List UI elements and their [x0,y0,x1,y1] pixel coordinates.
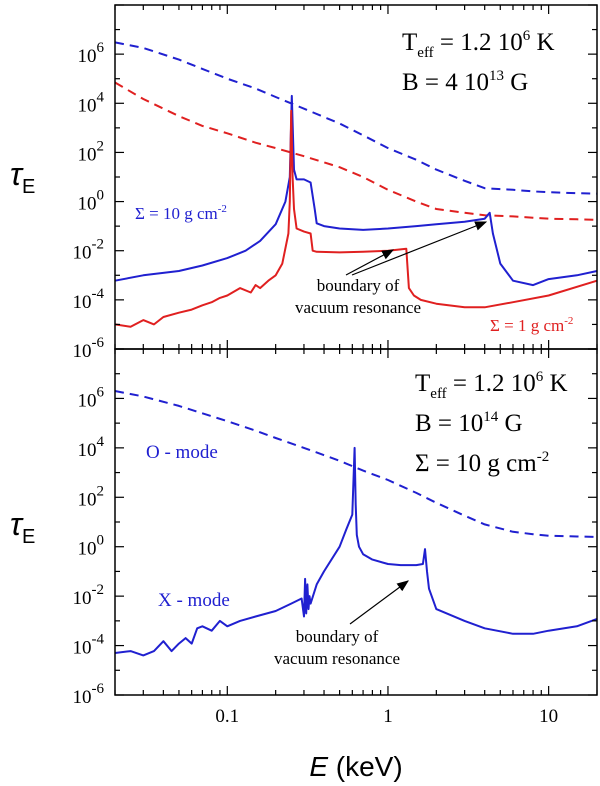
bottom-boundary-arrow [349,580,409,625]
top-series-group [114,41,598,328]
bottom-y-axis-title: τE [10,506,35,548]
top-y-axis-title: τE [10,156,35,198]
bottom-y-tick-label: 10-2 [73,582,105,609]
top-panel: 10-6 10-4 10-2 100 102 104 106 Teff = 1.2 106 … [73,4,598,362]
top-y-tick-label: 10-4 [73,286,105,313]
bottom-y-tick-label: 106 [78,384,105,411]
top-sigma1-main: Σ = 1 g cm [490,316,564,335]
top-teff-unit: K [530,29,554,56]
x-tick-label: 10 [539,706,558,727]
top-sigma10-label: Σ = 10 g cm-2 [135,203,227,223]
bottom-series-group [114,390,598,657]
bottom-sigma-label: Σ = 10 g cm-2 [415,449,549,477]
bottom-plot-frame [114,348,598,696]
top-teff-prefix: T [402,29,417,56]
top-y-tick-label: 10-6 [73,335,105,362]
top-sigma1-exp: -2 [564,315,573,327]
x-axis-space [328,751,336,782]
top-b-unit: G [504,69,528,96]
top-teff-value: = 1.2 10 [434,29,523,56]
bottom-y-tick-label: 100 [78,533,105,560]
bottom-teff-label: Teff = 1.2 106 K [415,369,568,402]
top-b-exp: 13 [489,68,504,84]
top-boundary-arrow-1 [345,249,395,276]
top-b-value: B = 4 10 [402,69,489,96]
bottom-panel: 10-6 10-4 10-2 100 102 104 106 0.1 1 10 Teff = 1.… [73,348,598,727]
top-y-axis-sub: E [22,176,35,198]
bottom-y-tick-label: 10-6 [73,681,105,708]
top-series-2 [114,94,598,287]
top-sigma10-main: Σ = 10 g cm [135,204,218,223]
top-series-1 [114,81,598,221]
bottom-series-1 [114,446,598,657]
top-sigma10-exp: -2 [218,203,227,215]
bottom-y-tick-label: 104 [78,434,105,461]
top-series-0 [114,41,598,195]
x-axis-unit: (keV) [336,751,403,782]
top-y-tick-label: 102 [78,138,105,165]
top-teff-label: Teff = 1.2 106 K [402,28,555,61]
top-y-tick-label: 104 [78,89,105,116]
bottom-teff-sub: eff [430,386,446,402]
bottom-axes-ticks: 10-6 10-4 10-2 100 102 104 106 0.1 1 10 [73,348,598,727]
x-axis-title: E (keV) [309,751,402,782]
bottom-teff-unit: K [543,370,567,397]
top-sigma1-label: Σ = 1 g cm-2 [490,315,573,335]
bottom-y-axis-symbol: τ [10,506,24,542]
bottom-y-axis-sub: E [22,526,35,548]
top-y-tick-label: 100 [78,188,105,215]
bottom-teff-value: = 1.2 10 [447,370,536,397]
bottom-b-value: B = 10 [415,410,483,437]
bottom-x-mode-label: X - mode [158,590,230,611]
bottom-y-tick-label: 10-4 [73,632,105,659]
x-axis-symbol: E [309,751,328,782]
bottom-series-0 [114,390,598,538]
top-y-tick-label: 10-2 [73,237,105,264]
bottom-o-mode-label: O - mode [146,442,218,463]
x-tick-label: 0.1 [215,706,239,727]
bottom-y-tick-label: 102 [78,483,105,510]
top-series-3 [114,109,598,328]
top-y-axis-symbol: τ [10,156,24,192]
bottom-b-unit: G [498,410,522,437]
bottom-boundary-line1: boundary of [296,627,379,646]
bottom-sigma-exp: -2 [537,449,550,465]
bottom-b-exp: 14 [483,409,499,425]
bottom-boundary-line2: vacuum resonance [274,649,400,668]
top-boundary-arrow-2 [351,221,488,276]
bottom-sigma-value: Σ = 10 g cm [415,450,537,477]
top-y-tick-label: 106 [78,40,105,67]
top-boundary-line2: vacuum resonance [295,298,421,317]
x-tick-label: 1 [383,706,393,727]
top-teff-sub: eff [417,45,433,61]
top-b-label: B = 4 1013 G [402,68,528,96]
bottom-b-label: B = 1014 G [415,409,523,437]
top-boundary-line1: boundary of [317,276,400,295]
top-axes-ticks: 10-6 10-4 10-2 100 102 104 106 [73,4,598,362]
top-teff-exp: 6 [523,28,531,44]
bottom-teff-prefix: T [415,370,430,397]
bottom-teff-exp: 6 [536,369,544,385]
